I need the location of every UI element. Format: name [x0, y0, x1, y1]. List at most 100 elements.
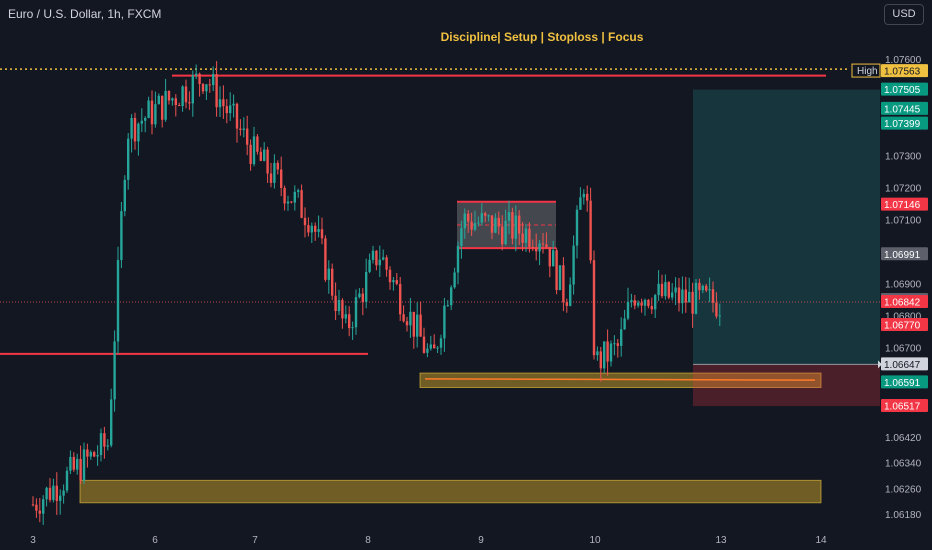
candle-body — [45, 487, 48, 500]
candle-body — [616, 343, 619, 346]
candle — [637, 300, 640, 308]
candle — [450, 285, 453, 310]
candle-body — [528, 228, 531, 247]
candle-body — [640, 302, 643, 306]
candle-body — [123, 179, 126, 212]
candle — [555, 247, 558, 295]
candle-body — [429, 344, 432, 349]
candle-body — [660, 283, 664, 297]
candle — [395, 273, 398, 286]
candle — [436, 345, 439, 353]
candle-body — [545, 244, 548, 248]
candle — [198, 72, 201, 97]
candle-body — [609, 343, 613, 362]
candle-body — [487, 215, 490, 217]
candle-body — [331, 268, 334, 296]
candle-body — [521, 233, 524, 243]
candle-body — [327, 268, 330, 280]
chart-heading-text: Discipline| Setup | Stoploss | Focus — [440, 30, 644, 44]
candle — [303, 207, 307, 238]
demand-zone-upper[interactable] — [419, 372, 822, 388]
candle-body — [317, 229, 320, 232]
y-tick-label: 1.06700 — [885, 343, 922, 354]
candle — [358, 288, 361, 299]
y-tick-label: 1.07300 — [885, 151, 922, 162]
candle-body — [110, 399, 113, 446]
candle-body — [276, 162, 279, 170]
candle — [35, 498, 38, 518]
candle-body — [711, 289, 715, 303]
candle — [297, 188, 300, 198]
candle-body — [35, 504, 38, 511]
candle — [178, 102, 181, 107]
position-stop-area[interactable] — [693, 364, 880, 407]
candle-body — [191, 75, 194, 104]
candle-body — [103, 433, 106, 447]
price-badge: 1.07399 — [881, 116, 928, 130]
candle — [504, 209, 507, 246]
candle — [290, 201, 293, 204]
price-badge: 1.07445 — [881, 101, 928, 115]
price-badge-box — [881, 318, 928, 332]
candle-body — [72, 456, 75, 470]
demand-zone-lower[interactable] — [79, 479, 822, 504]
candle-body — [167, 91, 171, 101]
y-tick-label: 1.06180 — [885, 510, 922, 521]
candle — [242, 117, 245, 138]
candle — [538, 239, 541, 266]
candle — [671, 283, 674, 301]
candle-body — [531, 246, 534, 248]
candle-body — [439, 338, 443, 348]
candle — [239, 119, 242, 136]
candle — [361, 288, 364, 316]
time-axis[interactable]: 3 6 7 8 9 10 13 14 — [30, 535, 827, 546]
candle — [609, 340, 613, 367]
candle — [42, 495, 45, 525]
candle-body — [375, 250, 378, 266]
candle — [225, 98, 228, 124]
price-badge-text: 1.07146 — [884, 200, 921, 211]
candle — [684, 276, 687, 313]
position-target-area[interactable] — [693, 89, 880, 365]
candle — [365, 258, 368, 309]
candle — [545, 232, 548, 249]
candle — [31, 496, 35, 507]
candle-body — [371, 250, 375, 260]
candle-body — [266, 149, 269, 174]
candle — [116, 246, 120, 354]
price-badge: High 1.07563 — [851, 63, 928, 78]
candle — [327, 260, 330, 294]
candle — [484, 211, 487, 223]
x-tick-label: 9 — [478, 535, 484, 546]
candle — [507, 200, 511, 235]
price-axis[interactable]: 1.07600 1.07300 1.07200 1.07100 1.06900 1.068… — [880, 0, 932, 550]
currency-button[interactable]: USD — [884, 4, 924, 25]
candle — [718, 303, 721, 327]
price-badge-text: 1.06591 — [884, 378, 921, 389]
symbol-title[interactable]: Euro / U.S. Dollar, 1h, FXCM — [8, 7, 162, 21]
candle-body — [195, 73, 198, 76]
high-label-text: High — [857, 66, 878, 77]
candle-body — [490, 215, 494, 233]
x-tick-label: 7 — [252, 535, 258, 546]
candle — [453, 267, 456, 289]
candle — [205, 83, 208, 100]
candle-body — [280, 169, 283, 188]
price-badge: 1.06991 — [881, 247, 928, 261]
candle — [147, 96, 150, 119]
candle-body — [181, 86, 184, 106]
candle-body — [575, 209, 579, 246]
candle-body — [453, 272, 456, 288]
candle-body — [137, 123, 140, 142]
candle-body — [361, 293, 364, 302]
candle-body — [106, 445, 109, 447]
candle-body — [504, 220, 507, 245]
candle — [368, 253, 371, 274]
price-badge-text: 1.06517 — [884, 402, 921, 413]
candle — [378, 245, 381, 277]
candle-body — [392, 280, 395, 283]
candle-body — [86, 449, 89, 457]
candle-body — [436, 347, 439, 349]
candle-body — [596, 351, 599, 356]
